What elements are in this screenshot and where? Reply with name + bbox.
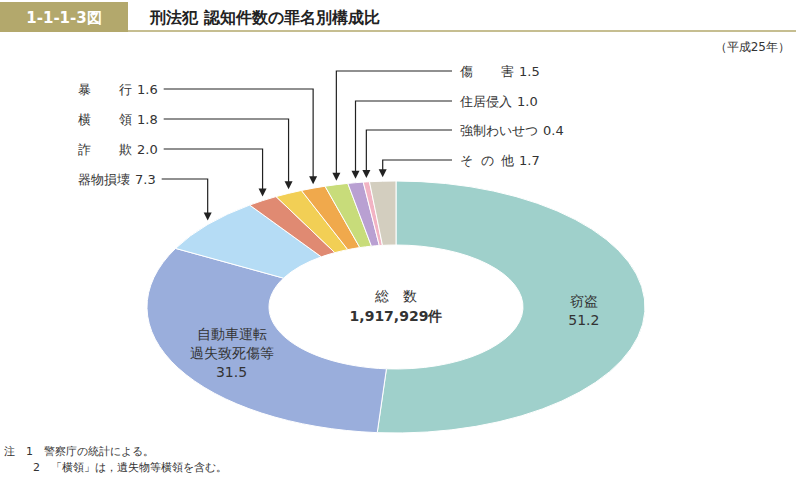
data-label: 51.2 [568,312,599,328]
leader-line [336,71,452,174]
slice-label: 過失致死傷等 [190,345,274,361]
slice [369,181,396,245]
leader-line [162,179,208,214]
data-label: 31.5 [216,364,247,380]
leader-arrow [352,171,360,179]
data-label: 1.7 [519,153,540,168]
data-label: 1.5 [519,64,540,79]
figure-label: 1-1-1-3図 [26,9,101,27]
slice-label: 自動車運転 [197,326,267,342]
data-label: 2.0 [137,142,158,157]
leader-arrow [204,213,212,221]
total-label: 1,917,929件 [350,308,443,324]
leader-arrow [362,170,370,178]
leader-line [366,130,452,171]
leader-arrow [332,173,340,181]
chart: 1-1-1-3図 刑法犯 認知件数の罪名別構成比 （平成25年） 総 数 1,917,9… [0,0,796,477]
category-label: 詐欺 [78,142,132,157]
data-label: 1.6 [137,82,158,97]
center-label: 総 数 [374,288,417,304]
category-label: その他 [460,153,514,168]
leader-arrow [309,176,317,184]
header-rule [128,30,796,32]
slice [377,181,645,433]
header-box [0,2,128,32]
data-label: 0.4 [543,123,564,138]
title: 刑法犯 認知件数の罪名別構成比 [149,8,380,27]
data-label: 7.3 [135,172,156,187]
category-label: 傷害 [459,64,514,79]
category-label: 暴行 [78,82,132,97]
slices [147,181,645,433]
labels: 窃盗 51.2 自動車運転過失致死傷等 31.5 器物損壊 7.3詐欺 2.0 横領 1.8 暴行… [78,64,599,380]
leader-arrow [285,181,293,189]
slice [147,248,386,432]
category-label: 住居侵入 [459,94,512,109]
subtitle: （平成25年） [715,40,790,54]
leader-line [164,89,313,177]
data-label: 1.0 [517,94,538,109]
leader-arrow [379,169,387,177]
category-label: 横領 [78,112,132,127]
leader-arrow [259,189,267,197]
note: 2 「横領」は，遺失物等横領を含む。 [33,461,227,474]
leader-line [164,149,263,190]
category-label: 器物損壊 [78,172,130,187]
leader-line [164,119,289,182]
data-label: 1.8 [137,112,158,127]
leader-line [356,101,452,172]
slice-label: 窃盗 [570,293,598,309]
leader-line [383,160,452,170]
category-label: 強制わいせつ [460,123,538,138]
note: 注 1 警察庁の統計による。 [4,445,154,458]
